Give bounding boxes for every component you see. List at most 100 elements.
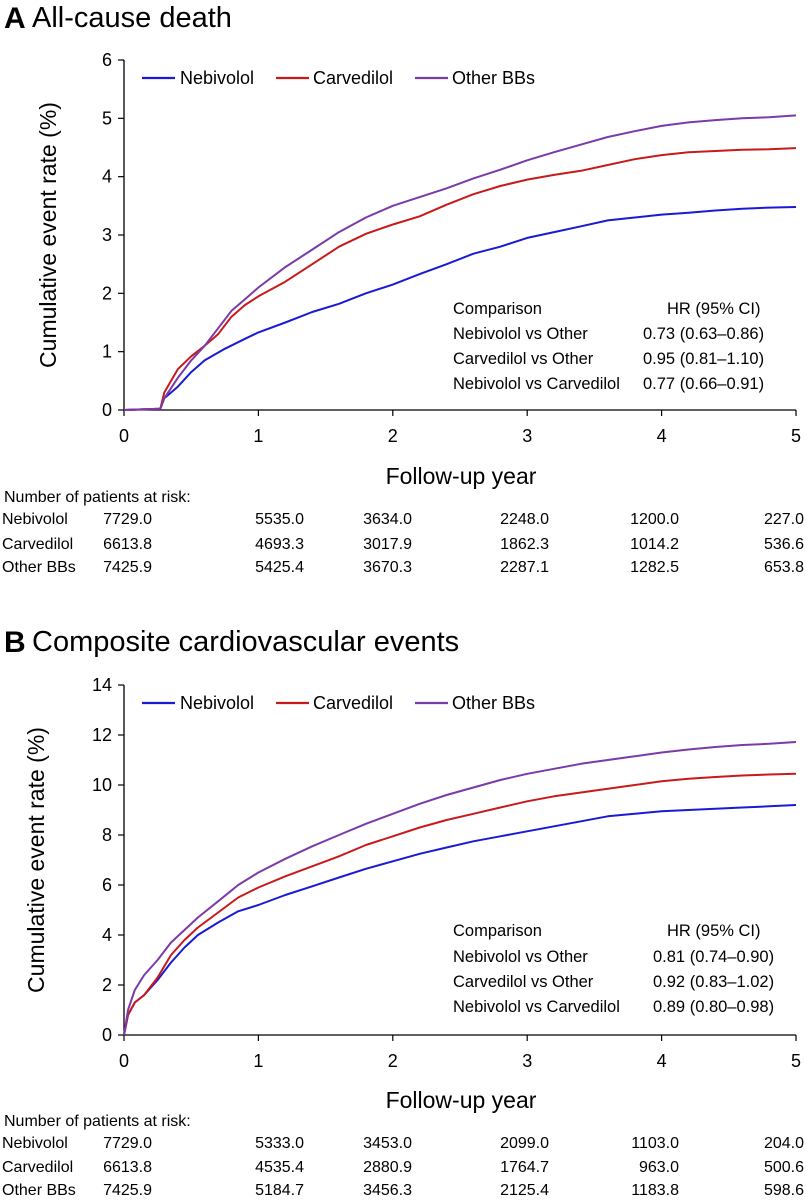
panel-a-x-axis-title: Follow-up year bbox=[386, 463, 537, 489]
risk-row-label-nebivolol: Nebivolol bbox=[2, 511, 68, 528]
risk-value: 1282.5 bbox=[630, 559, 679, 576]
panel-a-hr-table: Comparison HR (95% CI) Nebivolol vs Othe… bbox=[453, 300, 764, 393]
x-tick-label: 2 bbox=[388, 1051, 398, 1071]
panel-a-x-tick-labels: 0 1 2 3 4 5 bbox=[119, 426, 801, 446]
risk-value: 1103.0 bbox=[631, 1135, 679, 1152]
y-tick-label: 0 bbox=[102, 1025, 112, 1045]
x-tick-label: 0 bbox=[119, 426, 129, 446]
risk-value: 3453.0 bbox=[363, 1135, 412, 1152]
panel-b-y-tick-labels: 0 2 4 6 8 10 12 14 bbox=[92, 675, 112, 1045]
panel-b-hr-table: Comparison HR (95% CI) Nebivolol vs Othe… bbox=[453, 922, 774, 1016]
curve-carvedilol bbox=[123, 772, 797, 1036]
legend-label-carvedilol: Carvedilol bbox=[313, 693, 393, 713]
x-tick-label: 5 bbox=[791, 1051, 801, 1071]
panel-a-curves bbox=[123, 114, 797, 411]
risk-value: 598.6 bbox=[764, 1182, 804, 1199]
y-tick-label: 3 bbox=[102, 225, 112, 245]
risk-value: 2125.4 bbox=[500, 1182, 549, 1199]
hr-header-ci: HR (95% CI) bbox=[667, 300, 761, 318]
panel-b-curves bbox=[123, 741, 797, 1036]
hr-row-comparison: Carvedilol vs Other bbox=[453, 350, 594, 368]
y-tick-label: 6 bbox=[102, 875, 112, 895]
panel-b: B Composite cardiovascular events Cumula… bbox=[2, 626, 804, 1199]
risk-value: 5184.7 bbox=[255, 1182, 304, 1199]
risk-value: 963.0 bbox=[639, 1159, 679, 1176]
risk-value: 1014.2 bbox=[630, 536, 679, 553]
risk-row-label-nebivolol: Nebivolol bbox=[2, 1135, 68, 1152]
hr-row-value: 0.92 (0.83–1.02) bbox=[653, 973, 774, 991]
risk-value: 536.6 bbox=[764, 536, 804, 553]
risk-row-label-other-bbs: Other BBs bbox=[2, 1182, 76, 1199]
risk-row-label-other-bbs: Other BBs bbox=[2, 559, 76, 576]
curve-other-bbs bbox=[123, 114, 797, 411]
risk-value: 204.0 bbox=[764, 1135, 804, 1152]
y-tick-label: 2 bbox=[102, 975, 112, 995]
risk-value: 3670.3 bbox=[363, 559, 412, 576]
panel-a: A All-cause death Cumulative event rate … bbox=[2, 2, 804, 576]
x-tick-label: 3 bbox=[522, 1051, 532, 1071]
y-tick-label: 4 bbox=[102, 925, 112, 945]
curve-nebivolol bbox=[123, 804, 797, 1036]
hr-row-value: 0.73 (0.63–0.86) bbox=[643, 325, 764, 343]
y-tick-label: 8 bbox=[102, 825, 112, 845]
panel-a-risk-table: Number of patients at risk: Nebivolol Ca… bbox=[2, 489, 804, 576]
legend-label-other-bbs: Other BBs bbox=[452, 68, 535, 88]
panel-b-letter: B bbox=[4, 626, 26, 659]
y-tick-label: 12 bbox=[92, 725, 112, 745]
legend-label-nebivolol: Nebivolol bbox=[180, 68, 254, 88]
x-tick-label: 4 bbox=[657, 1051, 667, 1071]
panel-b-y-axis-title: Cumulative event rate (%) bbox=[23, 727, 49, 993]
risk-value: 4535.4 bbox=[255, 1159, 304, 1176]
x-tick-label: 0 bbox=[119, 1051, 129, 1071]
hr-header-comparison: Comparison bbox=[453, 922, 542, 940]
risk-value: 7729.0 bbox=[103, 1135, 152, 1152]
panel-b-risk-values: 7729.0 5333.0 3453.0 2099.0 1103.0 204.0 6613.… bbox=[103, 1135, 804, 1199]
risk-table-title: Number of patients at risk: bbox=[4, 1113, 191, 1130]
risk-value: 5535.0 bbox=[255, 511, 304, 528]
x-tick-label: 1 bbox=[253, 426, 263, 446]
panel-b-x-axis-title: Follow-up year bbox=[386, 1087, 537, 1113]
risk-value: 4693.3 bbox=[255, 536, 304, 553]
hr-row-value: 0.81 (0.74–0.90) bbox=[653, 948, 774, 966]
x-tick-label: 4 bbox=[657, 426, 667, 446]
risk-value: 1200.0 bbox=[630, 511, 679, 528]
y-tick-label: 10 bbox=[92, 775, 112, 795]
y-tick-label: 4 bbox=[102, 167, 112, 187]
risk-value: 2287.1 bbox=[500, 559, 549, 576]
y-tick-label: 5 bbox=[102, 108, 112, 128]
hr-row-value: 0.89 (0.80–0.98) bbox=[653, 998, 774, 1016]
hr-row-comparison: Carvedilol vs Other bbox=[453, 973, 594, 991]
risk-value: 227.0 bbox=[764, 511, 804, 528]
panel-a-axes bbox=[118, 59, 797, 416]
panel-b-title: Composite cardiovascular events bbox=[32, 626, 459, 658]
risk-value: 1862.3 bbox=[500, 536, 549, 553]
y-tick-label: 1 bbox=[102, 342, 112, 362]
y-tick-label: 2 bbox=[102, 283, 112, 303]
hr-row-value: 0.95 (0.81–1.10) bbox=[643, 350, 764, 368]
risk-row-label-carvedilol: Carvedilol bbox=[2, 1159, 73, 1176]
risk-row-label-carvedilol: Carvedilol bbox=[2, 536, 73, 553]
hr-header-comparison: Comparison bbox=[453, 300, 542, 318]
risk-value: 7425.9 bbox=[103, 1182, 152, 1199]
hr-row-comparison: Nebivolol vs Carvedilol bbox=[453, 375, 620, 393]
hr-row-comparison: Nebivolol vs Carvedilol bbox=[453, 998, 620, 1016]
x-tick-label: 3 bbox=[522, 426, 532, 446]
hr-row-value: 0.77 (0.66–0.91) bbox=[643, 375, 764, 393]
legend-label-other-bbs: Other BBs bbox=[452, 693, 535, 713]
hr-row-comparison: Nebivolol vs Other bbox=[453, 948, 588, 966]
y-tick-label: 0 bbox=[102, 400, 112, 420]
risk-value: 3017.9 bbox=[363, 536, 412, 553]
panel-a-y-axis-title: Cumulative event rate (%) bbox=[35, 102, 61, 368]
risk-value: 7425.9 bbox=[103, 559, 152, 576]
risk-value: 5425.4 bbox=[255, 559, 304, 576]
legend-label-carvedilol: Carvedilol bbox=[313, 68, 393, 88]
panel-a-y-tick-labels: 0 1 2 3 4 5 6 bbox=[102, 50, 112, 420]
risk-value: 1764.7 bbox=[500, 1159, 549, 1176]
risk-value: 3634.0 bbox=[363, 511, 412, 528]
panel-b-legend: Nebivolol Carvedilol Other BBs bbox=[142, 693, 535, 713]
hr-header-ci: HR (95% CI) bbox=[667, 922, 761, 940]
risk-value: 1183.8 bbox=[631, 1182, 679, 1199]
x-tick-label: 5 bbox=[791, 426, 801, 446]
x-tick-label: 1 bbox=[253, 1051, 263, 1071]
